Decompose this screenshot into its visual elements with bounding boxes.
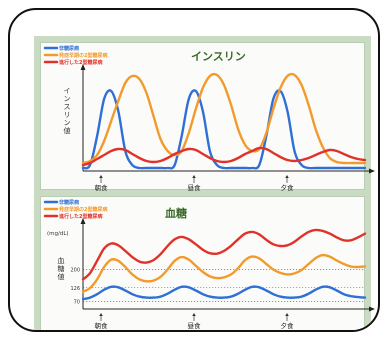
- y-axis-label-char: リ: [64, 111, 71, 119]
- x-axis-arrow: [369, 306, 375, 312]
- chart-title: インスリン: [191, 50, 246, 63]
- x-tick-label: 昼食: [188, 321, 202, 330]
- insulin-chart-panel: 非糖尿病 発症早期の2型糖尿病 進行した2型糖尿病 インスリンインスリン値朝食 昼食 夕食: [40, 42, 375, 192]
- series-line: [81, 253, 367, 293]
- meal-arrowhead: [192, 175, 196, 178]
- chart-title: 血糖: [165, 206, 187, 220]
- y-tick-label: 126: [70, 286, 80, 292]
- series-line: [81, 228, 367, 281]
- y-axis-arrow: [80, 64, 86, 70]
- meal-arrowhead: [99, 313, 103, 316]
- y-axis-label-char: ス: [64, 103, 71, 111]
- y-axis-label-char: ン: [64, 95, 71, 103]
- meal-arrowhead: [99, 175, 103, 178]
- series-line: [81, 72, 367, 165]
- legend-label: 進行した2型糖尿病: [59, 59, 102, 66]
- series-line: [81, 89, 367, 170]
- y-axis-unit: (mg/dL): [47, 231, 69, 237]
- series-line: [81, 285, 367, 301]
- y-tick-label: 70: [74, 300, 80, 306]
- legend-label: 発症早期の2型糖尿病: [58, 206, 107, 213]
- meal-arrowhead: [285, 175, 289, 178]
- x-tick-label: 昼食: [188, 183, 202, 192]
- y-axis-label-char: 値: [58, 272, 65, 281]
- x-tick-label: 朝食: [95, 321, 109, 330]
- x-tick-label: 夕食: [281, 321, 295, 330]
- legend-label: 発症早期の2型糖尿病: [58, 52, 107, 59]
- meal-arrowhead: [192, 313, 196, 316]
- y-axis-label-char: 値: [64, 126, 71, 135]
- x-tick-label: 夕食: [281, 183, 295, 192]
- y-tick-label: 200: [70, 267, 80, 273]
- legend-label: 進行した2型糖尿病: [59, 213, 102, 220]
- series-line: [81, 146, 367, 167]
- y-axis-label-char: 血: [58, 256, 65, 265]
- x-tick-label: 朝食: [95, 183, 109, 192]
- meal-arrowhead: [285, 313, 289, 316]
- y-axis-label-char: ン: [64, 119, 71, 127]
- y-axis-arrow: [80, 218, 86, 224]
- rounded-frame: 非糖尿病 発症早期の2型糖尿病 進行した2型糖尿病 インスリンインスリン値朝食 昼食 夕食…: [8, 8, 380, 332]
- x-axis-arrow: [369, 168, 375, 174]
- glucose-chart-panel: 非糖尿病 発症早期の2型糖尿病 進行した2型糖尿病 血糖血糖値 (mg/dL) 70 126…: [40, 196, 375, 330]
- legend-label: 非糖尿病: [59, 45, 79, 52]
- y-axis-label-char: 糖: [58, 264, 65, 273]
- figure-background: 非糖尿病 発症早期の2型糖尿病 進行した2型糖尿病 インスリンインスリン値朝食 昼食 夕食…: [34, 36, 375, 330]
- y-axis-label-char: イ: [64, 87, 71, 95]
- legend-label: 非糖尿病: [59, 199, 79, 206]
